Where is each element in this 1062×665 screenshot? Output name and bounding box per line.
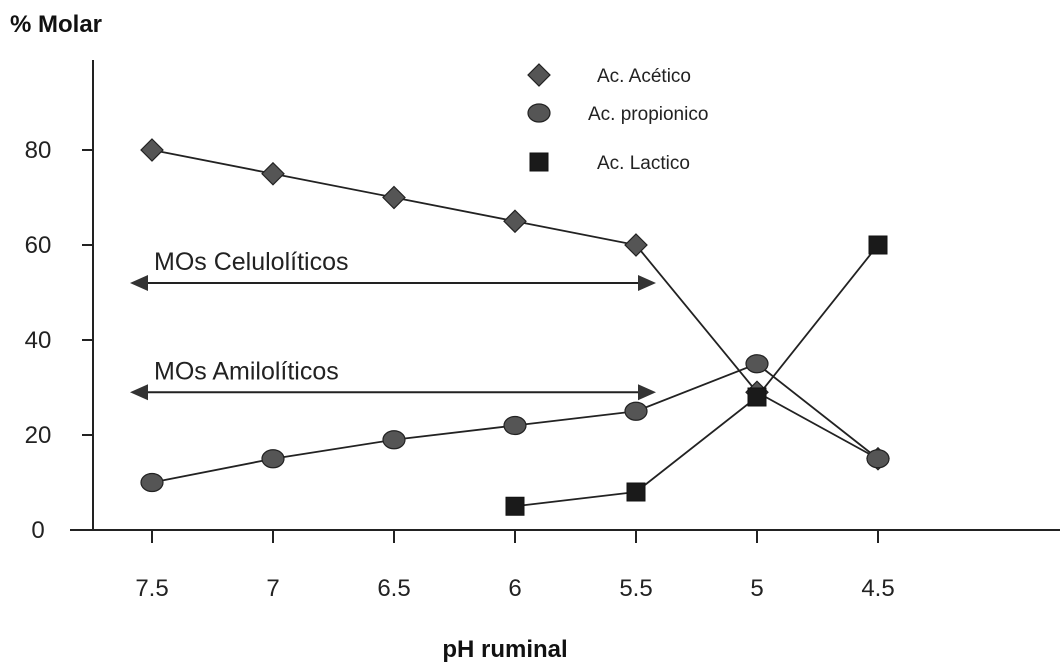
annotation-label: MOs Amilolíticos [154,357,339,385]
x-tick-label: 5 [750,575,763,602]
y-axis-title: % Molar [10,11,102,38]
diamond-marker [624,233,648,257]
y-tick-label: 0 [31,517,44,544]
circle-marker [503,415,527,436]
square-marker [529,152,549,172]
legend-label: Ac. Lactico [597,153,690,174]
x-axis-title: pH ruminal [442,636,567,663]
x-tick-label: 7 [266,575,279,602]
legend-item: Ac. Lactico [529,152,690,174]
series [140,138,890,516]
square-marker [626,482,646,502]
annotations: MOs Celulolíticos MOs Amilolíticos [130,248,656,401]
x-tick-label: 6 [508,575,521,602]
x-tick-label: 7.5 [135,575,168,602]
circle-marker [140,472,164,493]
arrow-head-right [638,384,656,401]
axes [70,60,1060,531]
y-ticks: 0 20 40 60 80 [25,137,93,544]
square-marker [747,387,767,407]
arrow-head-right [638,275,656,291]
circle-marker [745,354,769,374]
arrow-head-left [130,275,148,291]
y-tick-label: 20 [25,422,52,449]
series-group [140,354,890,493]
series-line [151,149,879,460]
circle-marker [624,401,648,421]
diamond-marker [503,209,527,234]
circle-marker [866,449,890,469]
legend: Ac. Acético Ac. propionico Ac. Lactico [527,63,708,174]
arrow-head-left [130,384,148,401]
square-marker [868,235,888,255]
x-tick-label: 5.5 [619,575,652,602]
legend-item: Ac. propionico [527,103,708,125]
legend-item: Ac. Acético [527,63,691,87]
diamond-marker [261,161,285,186]
legend-label: Ac. propionico [588,104,708,125]
series-group [505,235,888,516]
annotation-arrow: MOs Celulolíticos [130,248,656,291]
series-line [514,244,879,508]
square-marker [505,496,525,516]
y-tick-label: 80 [25,137,52,164]
x-tick-label: 6.5 [377,575,410,602]
x-ticks: 7.5 7 6.5 6 5.5 5 4.5 [135,530,895,602]
y-tick-label: 40 [25,327,52,354]
annotation-arrow: MOs Amilolíticos [130,357,656,401]
annotation-label: MOs Celulolíticos [154,248,349,276]
circle-marker [527,103,551,123]
circle-marker [261,449,285,469]
legend-label: Ac. Acético [597,66,691,87]
circle-marker [382,430,406,450]
y-tick-label: 60 [25,232,52,259]
diamond-marker [382,185,406,210]
diamond-marker [527,63,551,87]
diamond-marker [140,138,164,162]
x-tick-label: 4.5 [861,575,894,602]
